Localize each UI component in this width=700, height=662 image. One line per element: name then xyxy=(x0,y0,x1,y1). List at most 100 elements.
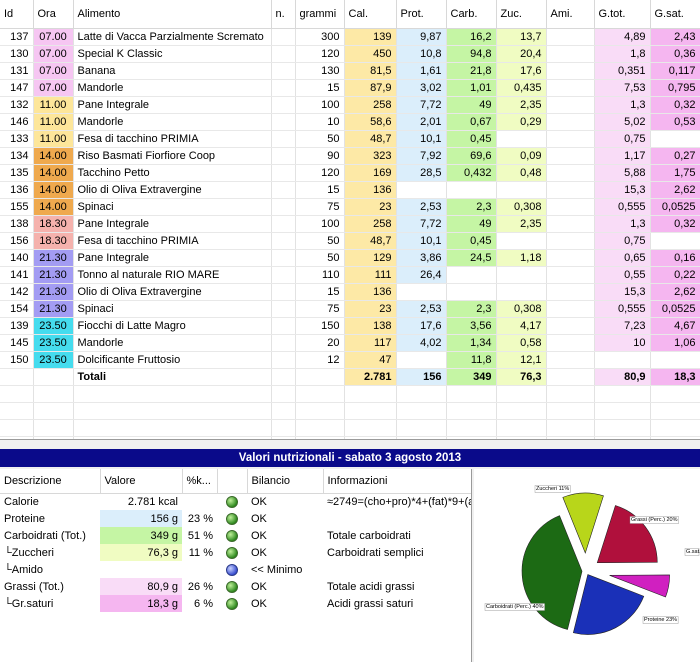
summary-row[interactable]: └Gr.saturi 18,3 g 6 % OK Acidi grassi saturi xyxy=(0,595,471,612)
summary-pct xyxy=(182,493,217,510)
summary-status xyxy=(217,578,247,595)
pie-label-box xyxy=(642,616,679,624)
summary-bilancio: OK xyxy=(251,580,267,593)
summary-row[interactable]: └Zuccheri 76,3 g 11 % OK Carboidrati semplic… xyxy=(0,544,471,561)
cell-ora: 21.30 xyxy=(33,300,74,318)
summary-bilancio: OK xyxy=(251,512,267,525)
food-row[interactable]: 139 23.50 Fiocchi di Latte Magro 150 138 17,6… xyxy=(0,317,700,335)
cell-zuc: 2,35 xyxy=(496,215,547,233)
column-header-cal[interactable]: Cal. xyxy=(344,0,397,29)
food-row[interactable]: 132 11.00 Pane Integrale 100 258 7,72 49 2,35 1,… xyxy=(0,96,700,114)
food-table-panel[interactable]: Id Ora Alimento n. grammi Cal. Prot. Carb. Zuc. A… xyxy=(0,0,700,440)
totals-row[interactable]: Totali 2.781 156 349 76,3 80,9 18,3 xyxy=(0,368,700,386)
cell-cal: 87,9 xyxy=(344,79,397,97)
food-row[interactable]: 145 23.50 Mandorle 20 117 4,02 1,34 0,58 10 1,06 xyxy=(0,334,700,352)
summary-header-valore[interactable]: Valore xyxy=(100,469,183,494)
cell-gsat: 0,27 xyxy=(650,147,700,165)
food-row[interactable]: 150 23.50 Dolcificante Fruttosio 12 47 11,8 12… xyxy=(0,351,700,369)
summary-row[interactable]: Carboidrati (Tot.) 349 g 51 % OK Totale carb… xyxy=(0,527,471,544)
cell-cal: 136 xyxy=(344,181,397,199)
cell-ami xyxy=(546,62,595,80)
cell-gsat: 0,22 xyxy=(650,266,700,284)
food-row[interactable]: 141 21.30 Tonno al naturale RIO MARE 110 111… xyxy=(0,266,700,284)
column-header-zuc[interactable]: Zuc. xyxy=(496,0,547,29)
food-row[interactable]: 155 14.00 Spinaci 75 23 2,53 2,3 0,308 0,555 0,05… xyxy=(0,198,700,216)
cell-id: 155 xyxy=(0,198,34,216)
empty-row xyxy=(0,385,700,403)
column-header-ami[interactable]: Ami. xyxy=(546,0,595,29)
food-row[interactable]: 136 14.00 Olio di Oliva Extravergine 15 136 1… xyxy=(0,181,700,199)
food-row[interactable]: 147 07.00 Mandorle 15 87,9 3,02 1,01 0,435 7,53 0… xyxy=(0,79,700,97)
column-header-n[interactable]: n. xyxy=(271,0,296,29)
summary-row[interactable]: └Amido << Minimo xyxy=(0,561,471,578)
cell-carb: 0,432 xyxy=(446,164,497,182)
cell-zuc: 20,4 xyxy=(496,45,547,63)
food-row[interactable]: 133 11.00 Fesa di tacchino PRIMIA 50 48,7 10,… xyxy=(0,130,700,148)
summary-status xyxy=(217,510,247,527)
empty-cell xyxy=(73,402,272,420)
cell-alimento: Mandorle xyxy=(73,79,272,97)
column-header-carb[interactable]: Carb. xyxy=(446,0,497,29)
cell-ora: 11.00 xyxy=(33,130,74,148)
cell-gtot: 5,02 xyxy=(594,113,651,131)
column-header-ora[interactable]: Ora xyxy=(33,0,74,29)
cell-gtot: 10 xyxy=(594,334,651,352)
food-row[interactable]: 146 11.00 Mandorle 10 58,6 2,01 0,67 0,29 5,02 0,… xyxy=(0,113,700,131)
column-header-grammi[interactable]: grammi xyxy=(295,0,345,29)
cell-alimento: Tonno al naturale RIO MARE xyxy=(73,266,272,284)
cell-ora: 07.00 xyxy=(33,45,74,63)
cell-id: 150 xyxy=(0,351,34,369)
summary-header-informazioni[interactable]: Informazioni xyxy=(323,469,471,494)
food-row[interactable]: 131 07.00 Banana 130 81,5 1,61 21,8 17,6 0,351 0,… xyxy=(0,62,700,80)
food-row[interactable]: 138 18.30 Pane Integrale 100 258 7,72 49 2,35 1,… xyxy=(0,215,700,233)
column-header-gtot[interactable]: G.tot. xyxy=(594,0,651,29)
column-header-alimento[interactable]: Alimento xyxy=(73,0,272,29)
cell-gsat: 0,795 xyxy=(650,79,700,97)
summary-header-pct[interactable]: %k... xyxy=(182,469,218,494)
food-row[interactable]: 135 14.00 Tacchino Petto 120 169 28,5 0,432 0,4… xyxy=(0,164,700,182)
cell-prot: 9,87 xyxy=(396,28,447,46)
summary-pct: 51 % xyxy=(187,529,213,542)
cell-grammi: 15 xyxy=(295,283,345,301)
cell-alimento: Pane Integrale xyxy=(73,96,272,114)
cell-ami xyxy=(546,113,595,131)
summary-header-status[interactable] xyxy=(217,469,248,494)
empty-cell xyxy=(446,402,497,420)
summary-row[interactable]: Grassi (Tot.) 80,9 g 26 % OK Totale acidi gr… xyxy=(0,578,471,595)
empty-cell xyxy=(344,402,397,420)
column-header-gsat[interactable]: G.sat. xyxy=(650,0,700,29)
food-row[interactable]: 156 18.30 Fesa di tacchino PRIMIA 50 48,7 10,… xyxy=(0,232,700,250)
empty-cell xyxy=(546,385,595,403)
summary-informazioni xyxy=(323,561,471,578)
cell-prot: 1,61 xyxy=(396,62,447,80)
cell-ora: 07.00 xyxy=(33,62,74,80)
summary-header-bilancio[interactable]: Bilancio xyxy=(247,469,324,494)
summary-pct: 6 % xyxy=(194,597,213,610)
summary-header-descrizione[interactable]: Descrizione xyxy=(0,469,101,494)
cell-ora: 21.30 xyxy=(33,266,74,284)
empty-cell xyxy=(33,436,74,439)
cell-grammi: 90 xyxy=(295,147,345,165)
pie-slice-label: Grassi (Perc.) 20% xyxy=(631,517,678,523)
cell-ora: 14.00 xyxy=(33,164,74,182)
nutrition-summary-panel[interactable]: Descrizione Valore %k... Bilancio Inform… xyxy=(0,469,472,662)
cell-ami xyxy=(546,164,595,182)
empty-cell xyxy=(650,436,700,439)
pie-slice xyxy=(521,515,583,630)
food-row[interactable]: 134 14.00 Riso Basmati Fiorfiore Coop 90 323… xyxy=(0,147,700,165)
cell-alimento: Pane Integrale xyxy=(73,249,272,267)
food-row[interactable]: 142 21.30 Olio di Oliva Extravergine 15 136 1… xyxy=(0,283,700,301)
column-header-id[interactable]: Id xyxy=(0,0,34,29)
cell-carb: 1,34 xyxy=(446,334,497,352)
food-row[interactable]: 154 21.30 Spinaci 75 23 2,53 2,3 0,308 0,555 0,05… xyxy=(0,300,700,318)
food-row[interactable]: 130 07.00 Special K Classic 120 450 10,8 94,8 2… xyxy=(0,45,700,63)
cell-cal: 48,7 xyxy=(344,232,397,250)
food-row[interactable]: 137 07.00 Latte di Vacca Parzialmente Scre… xyxy=(0,28,700,46)
summary-row[interactable]: Proteine 156 g 23 % OK xyxy=(0,510,471,527)
cell-cal: 117 xyxy=(344,334,397,352)
summary-status xyxy=(217,544,247,561)
column-header-prot[interactable]: Prot. xyxy=(396,0,447,29)
cell-alimento: Fesa di tacchino PRIMIA xyxy=(73,130,272,148)
food-row[interactable]: 140 21.30 Pane Integrale 50 129 3,86 24,5 1,18 0… xyxy=(0,249,700,267)
summary-row[interactable]: Calorie 2.781 kcal OK ≈2749=(cho+pro)*4+(fa… xyxy=(0,493,471,510)
